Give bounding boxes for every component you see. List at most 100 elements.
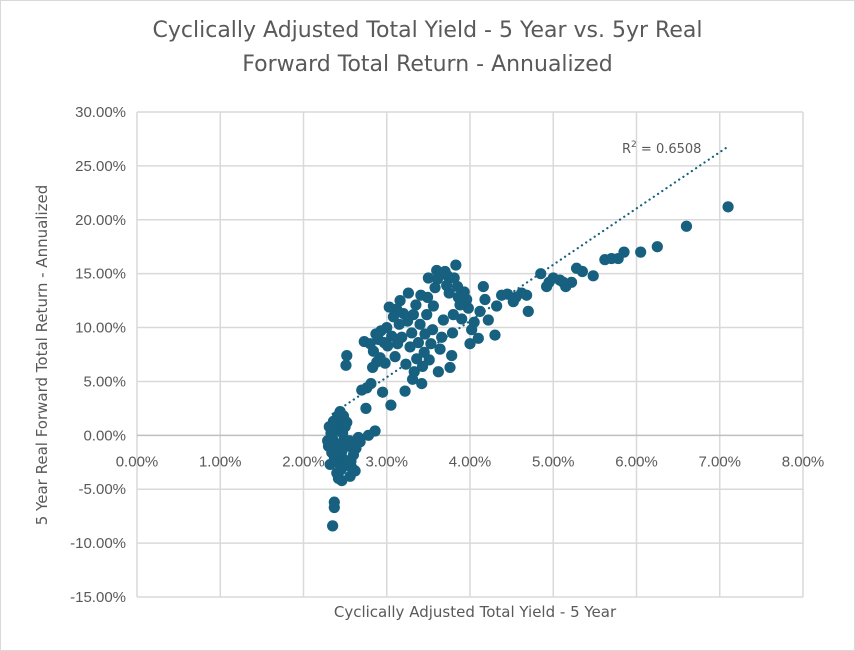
data-point (441, 279, 453, 292)
x-tick-label: 6.00% (615, 453, 658, 470)
data-point (358, 335, 370, 348)
data-point (394, 295, 406, 307)
data-point (474, 305, 486, 317)
y-tick-label: -15.00% (70, 589, 126, 606)
r-squared-value: = 0.6508 (637, 142, 702, 157)
data-point (324, 458, 336, 471)
r-squared-sup: 2 (631, 140, 637, 150)
data-point (431, 264, 443, 277)
x-tick-label: 3.00% (365, 453, 408, 470)
data-point (434, 343, 446, 355)
data-point (425, 338, 437, 350)
data-point (412, 337, 424, 349)
chart-title-line-2: Forward Total Return - Annualized (242, 52, 613, 77)
data-point (491, 300, 503, 312)
data-point (393, 318, 405, 330)
data-point (446, 349, 458, 362)
data-point (466, 324, 478, 336)
chart-title: Cyclically Adjusted Total Yield - 5 Year… (0, 14, 855, 82)
data-point (436, 331, 448, 343)
data-point (415, 289, 427, 301)
data-point (540, 281, 553, 293)
data-point (349, 465, 361, 477)
x-axis-title: Cyclically Adjusted Total Yield - 5 Year (334, 603, 617, 621)
y-tick-label: 20.00% (75, 212, 126, 229)
data-point (452, 291, 464, 303)
data-point (431, 273, 444, 285)
data-point (387, 311, 400, 323)
data-point (341, 349, 353, 362)
data-point (482, 314, 494, 326)
data-point (339, 459, 351, 472)
data-point (635, 246, 647, 258)
data-point (400, 358, 412, 370)
y-tick-label: 25.00% (75, 158, 126, 175)
data-point (722, 201, 734, 213)
data-point (451, 281, 464, 293)
data-point (383, 301, 395, 313)
data-point (651, 241, 663, 253)
data-point (360, 402, 372, 414)
trendline (331, 145, 730, 415)
y-tick-label: 30.00% (75, 104, 126, 121)
data-point (599, 254, 611, 266)
data-point (456, 313, 468, 325)
data-point (331, 467, 343, 479)
data-point (341, 416, 353, 428)
data-point (416, 378, 428, 390)
data-point (496, 289, 508, 301)
x-tick-label: 7.00% (698, 453, 741, 470)
data-point (444, 361, 456, 374)
data-point (570, 262, 583, 274)
data-point (680, 220, 693, 232)
data-point (352, 431, 365, 444)
data-point (489, 329, 501, 341)
data-point (414, 318, 426, 330)
data-point (322, 435, 334, 447)
chart-title-line-1: Cyclically Adjusted Total Yield - 5 Year… (152, 18, 703, 43)
x-tick-label: 1.00% (199, 453, 242, 470)
trendline-path (331, 145, 730, 415)
data-point (427, 300, 439, 312)
data-point (327, 520, 339, 532)
data-point (406, 327, 418, 339)
data-point (587, 270, 599, 282)
data-point (447, 309, 459, 321)
data-point (370, 328, 382, 340)
data-point (376, 386, 389, 398)
x-axis-tick-labels: 0.00% 1.00% 2.00% 3.00% 4.00% 5.00% 6.00% 7.00%… (116, 453, 825, 470)
data-point (386, 330, 398, 342)
data-point (432, 366, 444, 378)
data-point (362, 429, 375, 441)
data-point (340, 359, 352, 371)
r-squared-label: R2 = 0.6508 (622, 140, 701, 157)
data-point (406, 373, 419, 385)
data-point (429, 282, 441, 294)
data-point (399, 385, 411, 397)
data-point (479, 293, 491, 306)
x-tick-label: 4.00% (449, 453, 492, 470)
y-tick-label: -10.00% (70, 535, 126, 552)
data-point (402, 287, 414, 299)
data-point (446, 327, 459, 339)
data-point (416, 360, 429, 372)
data-point (421, 309, 433, 321)
data-point (391, 338, 404, 350)
data-point (522, 305, 534, 317)
data-point (418, 346, 430, 358)
y-tick-label: 15.00% (75, 266, 126, 283)
data-point (422, 272, 434, 284)
data-point (385, 399, 397, 411)
data-point (356, 384, 368, 396)
data-point (366, 361, 379, 374)
y-tick-label: 5.00% (83, 373, 126, 390)
y-axis-title: 5 Year Real Forward Total Return - Annua… (33, 185, 51, 526)
data-point (464, 338, 476, 350)
y-axis-tick-labels: 30.00% 25.00% 20.00% 15.00% 10.00% 5.00% 0.00%… (70, 104, 126, 606)
y-tick-label: 10.00% (75, 320, 126, 337)
data-point (410, 299, 422, 311)
data-point (419, 328, 431, 340)
x-tick-label: 8.00% (782, 453, 825, 470)
data-point (404, 341, 416, 353)
